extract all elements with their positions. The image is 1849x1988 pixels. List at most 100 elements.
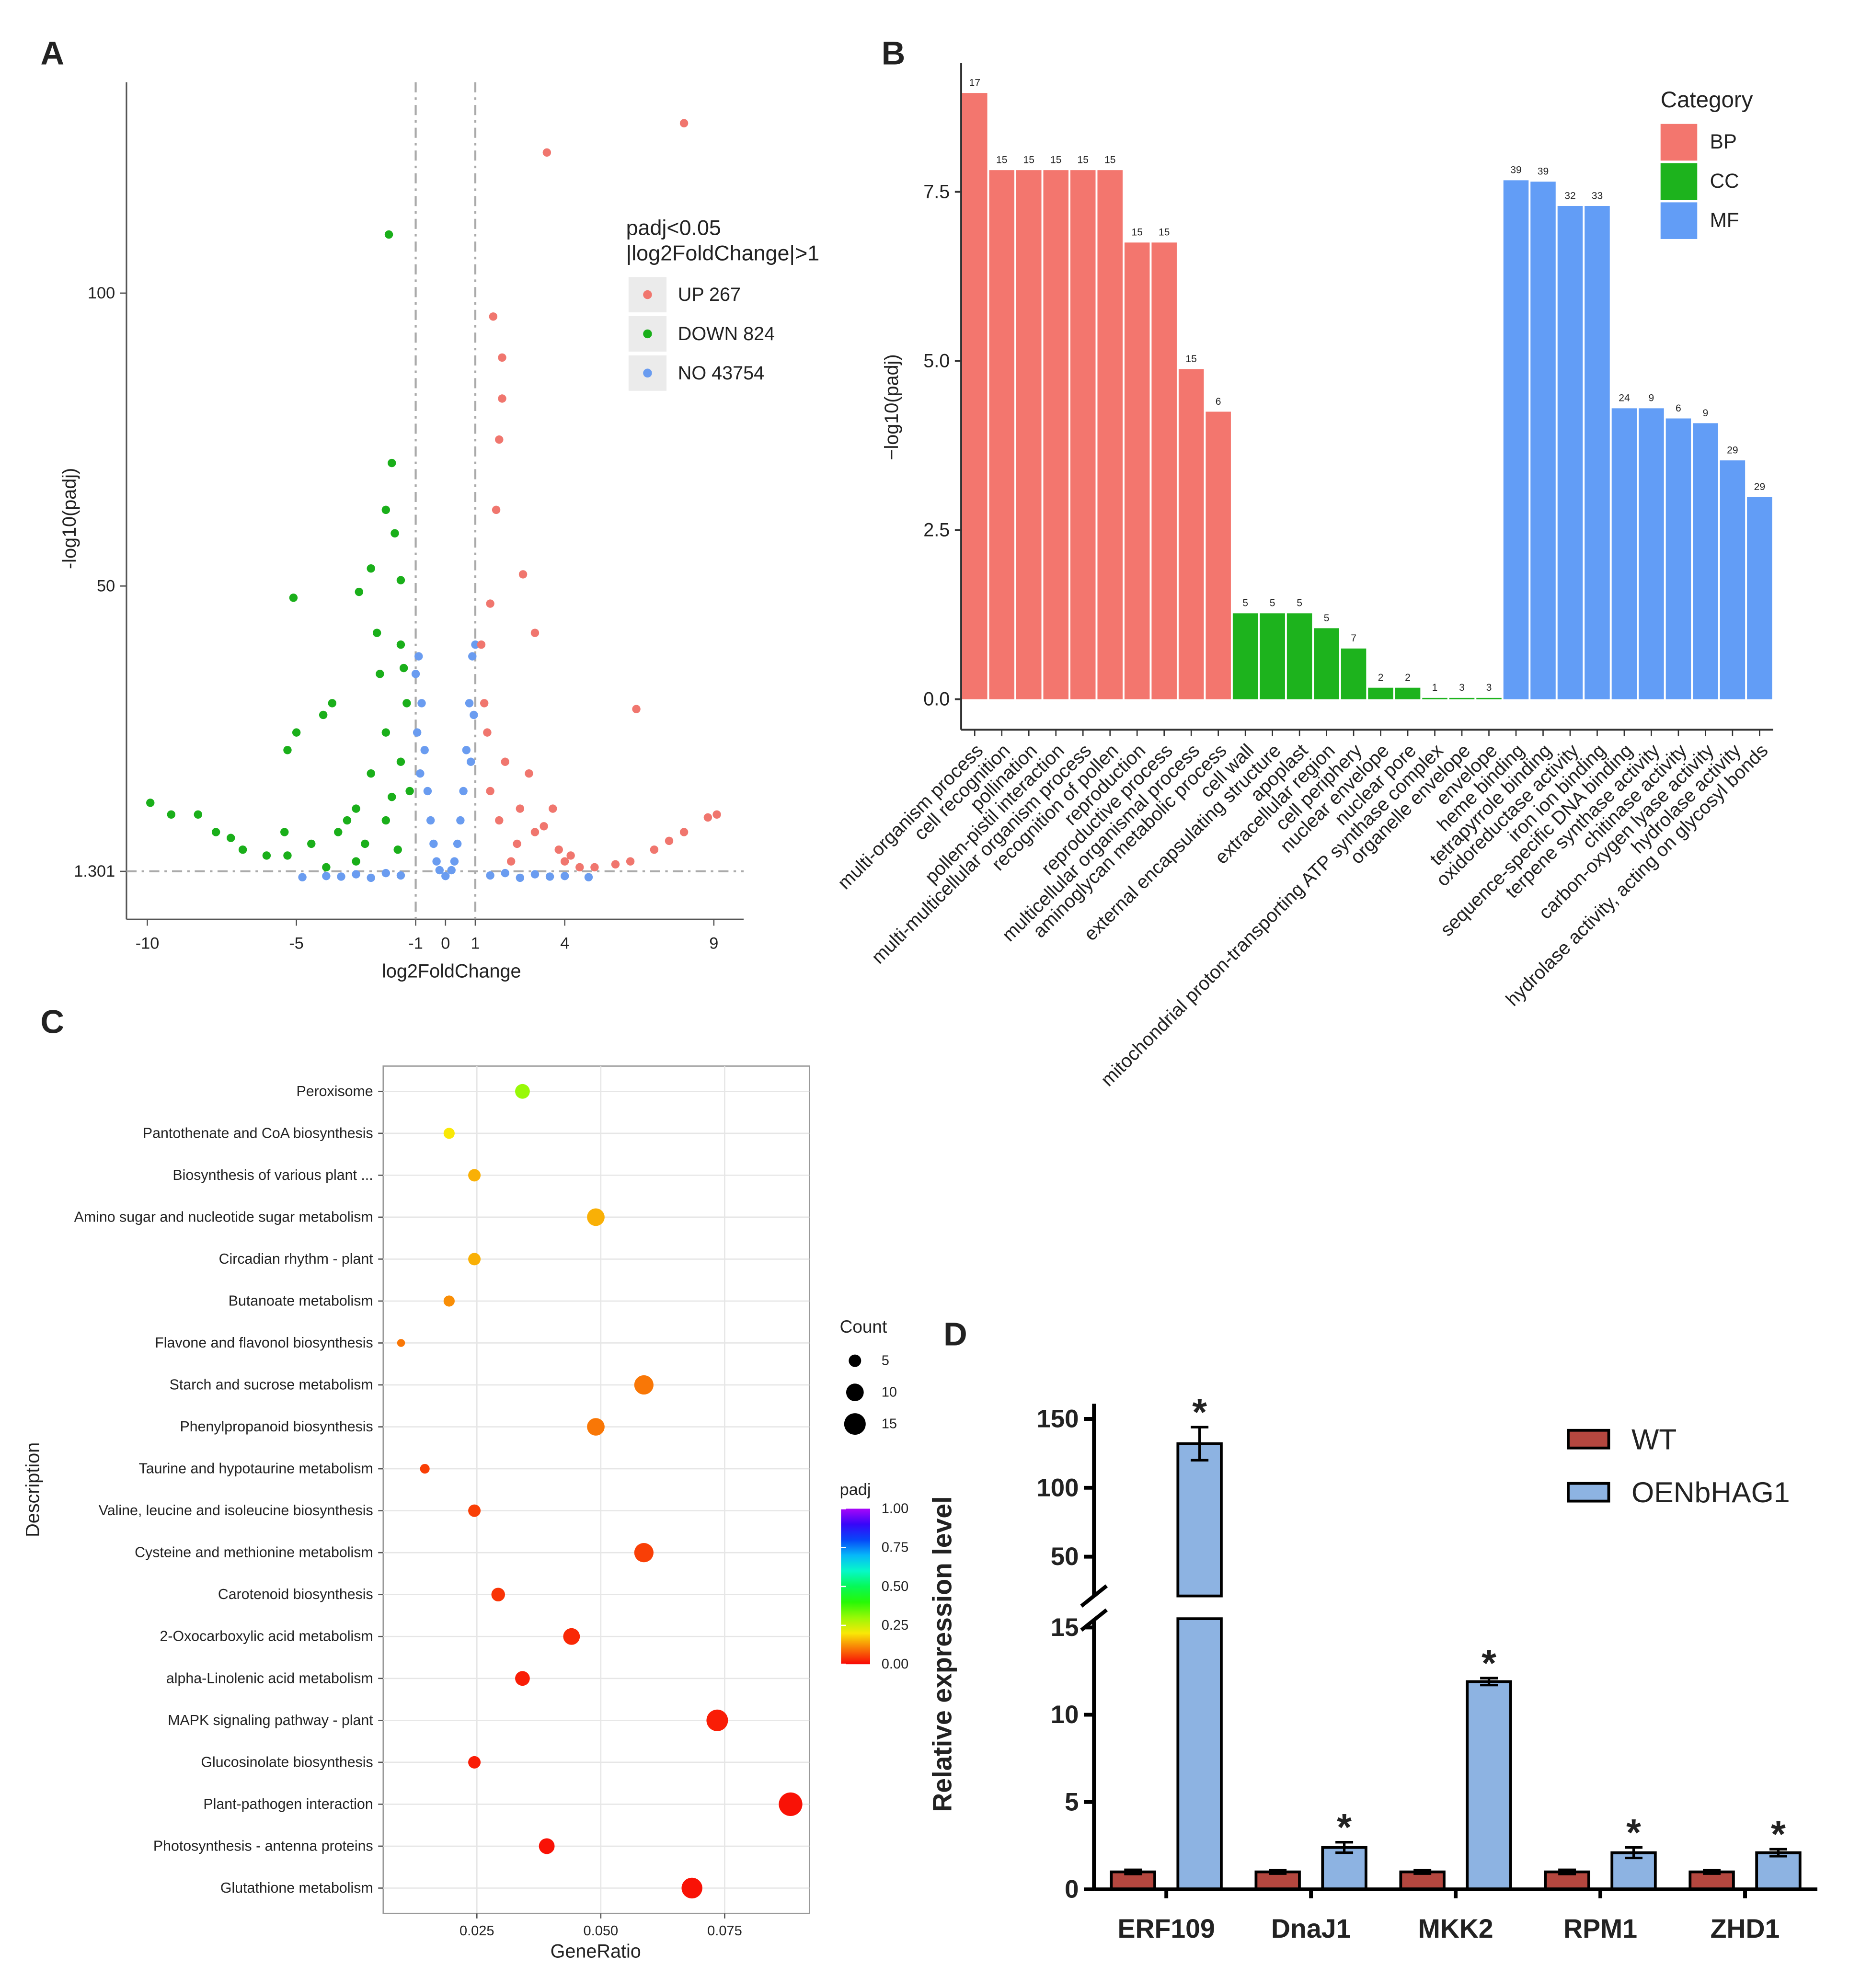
panel-label: D — [943, 1316, 967, 1353]
point — [390, 529, 399, 538]
panel-label: B — [882, 34, 906, 71]
point — [483, 728, 492, 737]
point — [525, 769, 533, 778]
legend-title: Category — [1661, 87, 1753, 113]
x-tick-label: 1 — [471, 934, 480, 952]
point — [679, 119, 689, 127]
bar — [1611, 408, 1637, 699]
point — [414, 652, 423, 661]
count-label: 39 — [1538, 166, 1549, 177]
point — [367, 564, 375, 573]
point — [542, 148, 551, 157]
point — [194, 810, 203, 819]
count-label: 32 — [1564, 190, 1575, 201]
point — [459, 787, 468, 796]
count-label: 5 — [1270, 598, 1275, 609]
point — [423, 787, 432, 796]
point — [516, 873, 525, 882]
y-tick-label: MAPK signaling pathway - plant — [168, 1713, 373, 1728]
count-label: 2 — [1378, 672, 1384, 683]
legend-swatch — [1660, 163, 1698, 200]
y-tick-label: Amino sugar and nucleotide sugar metabol… — [74, 1209, 373, 1225]
point — [539, 1838, 555, 1854]
bar — [1466, 1680, 1512, 1891]
colorbar-label: 1.00 — [882, 1501, 908, 1516]
y-tick-label: Butanoate metabolism — [229, 1293, 373, 1309]
panel-label: A — [40, 34, 64, 71]
y-tick-label: 150 — [1036, 1405, 1079, 1433]
x-tick-label: RPM1 — [1563, 1914, 1637, 1943]
count-label: 2 — [1405, 672, 1411, 683]
point — [587, 1418, 605, 1436]
bar — [1178, 369, 1204, 699]
count-label: 15 — [1023, 155, 1034, 166]
y-tick-label: 50 — [97, 577, 115, 595]
point — [146, 799, 155, 807]
point — [289, 594, 298, 602]
bar — [1097, 170, 1123, 699]
point — [367, 873, 375, 882]
point — [361, 839, 369, 848]
count-label: 17 — [969, 78, 980, 89]
point — [456, 816, 465, 825]
y-tick-label: Taurine and hypotaurine metabolism — [139, 1461, 373, 1477]
count-label: 5 — [1297, 598, 1302, 609]
point — [486, 871, 494, 880]
count-label: 15 — [1159, 227, 1170, 238]
point — [584, 873, 593, 881]
bar — [1665, 418, 1691, 699]
point — [426, 816, 435, 825]
point — [429, 839, 438, 848]
count-label: 6 — [1676, 403, 1681, 414]
significance: * — [1192, 1391, 1207, 1433]
point — [298, 873, 307, 881]
point — [355, 587, 364, 596]
point — [211, 828, 220, 836]
count-label: 15 — [1131, 227, 1142, 238]
y-tick-label: Peroxisome — [296, 1084, 373, 1099]
legend-swatch — [1567, 1482, 1610, 1503]
point — [411, 670, 420, 678]
point — [468, 1756, 481, 1769]
bar — [1755, 1851, 1802, 1891]
count-label: 3 — [1486, 682, 1492, 693]
error-bar — [1413, 1869, 1432, 1875]
point — [468, 1253, 481, 1266]
bar — [1693, 423, 1718, 699]
point — [453, 839, 462, 848]
point — [450, 857, 459, 866]
point — [513, 839, 521, 848]
point — [322, 872, 331, 880]
y-tick-label: Phenylpropanoid biosynthesis — [180, 1419, 373, 1435]
y-tick-label: 5 — [1065, 1788, 1079, 1816]
point — [381, 868, 390, 878]
point — [468, 1169, 481, 1182]
bar — [1043, 170, 1069, 699]
x-tick-label: 4 — [560, 934, 569, 952]
point — [283, 851, 292, 860]
point — [262, 851, 271, 860]
bar — [1176, 1442, 1223, 1891]
point — [712, 810, 721, 819]
point — [681, 1877, 702, 1899]
x-tick-label: 9 — [709, 934, 718, 952]
count-label: 33 — [1592, 190, 1603, 201]
legend-label: DOWN 824 — [678, 323, 775, 344]
bar — [962, 93, 988, 699]
y-tick-label: 50 — [1051, 1542, 1079, 1571]
error-bar — [1335, 1841, 1354, 1854]
x-tick-label: ERF109 — [1118, 1914, 1215, 1943]
legend-label: MF — [1710, 209, 1739, 231]
point — [468, 1504, 481, 1517]
point — [384, 230, 393, 239]
bar — [1395, 687, 1421, 699]
point — [549, 804, 557, 813]
point — [393, 845, 402, 854]
legend-swatch — [643, 368, 652, 378]
legend-label: OENbHAG1 — [1631, 1476, 1790, 1508]
point — [501, 868, 509, 878]
point — [634, 1375, 654, 1395]
point — [650, 845, 659, 854]
point — [516, 804, 525, 813]
y-axis-label: -log10(padj) — [59, 468, 80, 569]
